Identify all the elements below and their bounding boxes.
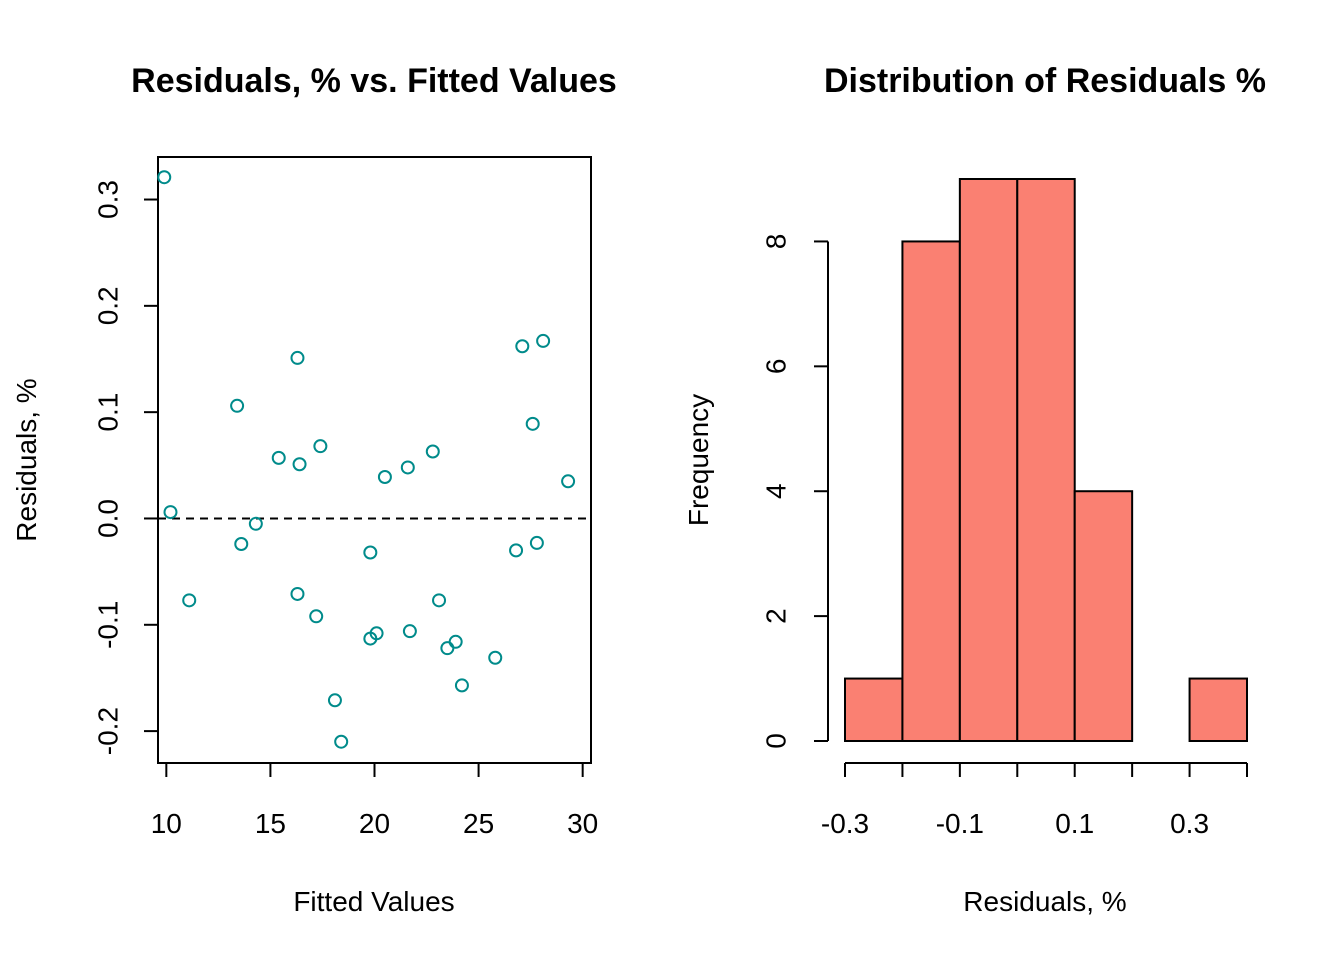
scatter-point	[440, 641, 455, 656]
scatter-point	[515, 339, 530, 354]
scatter-point	[271, 450, 286, 465]
scatter-point	[309, 609, 324, 624]
scatter-point	[313, 439, 328, 454]
histogram-bar	[958, 178, 1019, 742]
scatter-y-tick-label: 0.2	[92, 286, 123, 325]
histogram-x-axis-label: Residuals, %	[963, 886, 1126, 917]
scatter-point	[248, 516, 263, 531]
histogram-x-tick-label: -0.3	[821, 808, 869, 839]
scatter-point	[163, 505, 178, 520]
scatter-y-tick-label: -0.1	[92, 601, 123, 649]
scatter-point	[402, 624, 417, 639]
scatter-point	[292, 457, 307, 472]
scatter-point	[369, 626, 384, 641]
histogram-y-tick-label: 2	[760, 608, 791, 624]
scatter-y-tick-label: 0.3	[92, 180, 123, 219]
scatter-x-axis-label: Fitted Values	[293, 886, 454, 917]
histogram-panel: Distribution of Residuals % Residuals, %…	[683, 62, 1266, 917]
histogram-bar	[844, 677, 904, 742]
scatter-y-axis: -0.2 -0.1 0.0 0.1 0.2 0.3	[92, 180, 158, 755]
scatter-plot-frame	[157, 156, 592, 764]
scatter-point	[536, 333, 551, 348]
histogram-x-tick-label: 0.3	[1170, 808, 1209, 839]
histogram-bar	[1188, 677, 1248, 742]
histogram-y-axis-label: Frequency	[683, 394, 714, 526]
scatter-y-tick-label: -0.2	[92, 707, 123, 755]
scatter-point	[454, 678, 469, 693]
scatter-title: Residuals, % vs. Fitted Values	[131, 62, 617, 100]
scatter-x-tick-label: 30	[567, 808, 598, 839]
scatter-point	[377, 470, 392, 485]
scatter-point	[525, 416, 540, 431]
scatter-y-axis-label: Residuals, %	[11, 378, 42, 541]
scatter-x-tick-label: 15	[255, 808, 286, 839]
scatter-panel: Residuals, % vs. Fitted Values Fitted Va…	[11, 62, 617, 917]
scatter-point	[290, 586, 305, 601]
histogram-y-tick-label: 6	[760, 359, 791, 375]
scatter-x-tick-label: 10	[151, 808, 182, 839]
histogram-bars	[844, 178, 1248, 742]
scatter-point	[425, 444, 440, 459]
scatter-point	[448, 634, 463, 649]
scatter-point	[561, 474, 576, 489]
scatter-point	[157, 170, 172, 185]
scatter-point	[234, 536, 249, 551]
scatter-point	[182, 593, 197, 608]
histogram-x-tick-label: 0.1	[1055, 808, 1094, 839]
scatter-point	[432, 593, 447, 608]
scatter-point	[529, 535, 544, 550]
histogram-y-tick-label: 0	[760, 733, 791, 749]
scatter-point	[400, 460, 415, 475]
histogram-y-axis: 0 2 4 6 8	[760, 234, 829, 749]
histogram-bar	[1016, 178, 1076, 742]
scatter-point	[230, 398, 245, 413]
histogram-y-tick-label: 8	[760, 234, 791, 250]
scatter-point	[290, 350, 305, 365]
histogram-x-axis: -0.3 -0.1 0.1 0.3	[821, 762, 1248, 839]
scatter-y-tick-label: 0.1	[92, 393, 123, 432]
scatter-point	[509, 543, 524, 558]
histogram-x-tick-label: -0.1	[936, 808, 984, 839]
scatter-x-axis: 10 15 20 25 30	[151, 762, 598, 839]
scatter-y-tick-label: 0.0	[92, 499, 123, 538]
scatter-x-tick-label: 25	[463, 808, 494, 839]
scatter-x-tick-label: 20	[359, 808, 390, 839]
scatter-point	[327, 693, 342, 708]
scatter-point	[363, 545, 378, 560]
histogram-y-tick-label: 4	[760, 483, 791, 499]
histogram-title: Distribution of Residuals %	[824, 62, 1266, 100]
histogram-bar	[901, 240, 961, 742]
scatter-points	[157, 170, 576, 749]
histogram-bar	[1073, 490, 1134, 742]
scatter-point	[488, 650, 503, 665]
scatter-point	[334, 734, 349, 749]
